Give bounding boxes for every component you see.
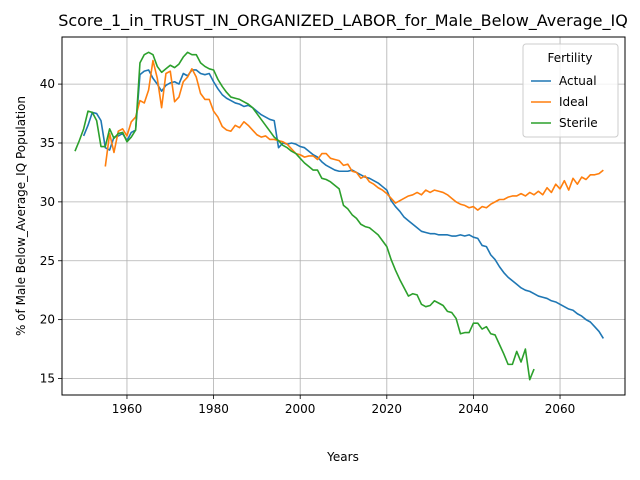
y-tick-label: 25 bbox=[40, 254, 55, 268]
series-line-actual bbox=[82, 69, 605, 339]
x-ticks: 1960 1980 2000 2020 2040 2060 bbox=[112, 395, 576, 416]
y-tick-label: 40 bbox=[40, 77, 55, 91]
y-axis-label: % of Male Below_Average_IQ Population bbox=[14, 96, 28, 336]
y-tick-label: 35 bbox=[40, 136, 55, 150]
legend-box bbox=[522, 43, 619, 138]
series-layer bbox=[74, 51, 605, 381]
legend-label-actual: Actual bbox=[559, 74, 597, 88]
y-ticks: 15 20 25 30 35 40 bbox=[40, 77, 62, 386]
x-tick-label: 2020 bbox=[372, 402, 403, 416]
legend-label-ideal: Ideal bbox=[559, 95, 588, 109]
y-tick-label: 30 bbox=[40, 195, 55, 209]
x-tick-label: 1960 bbox=[112, 402, 143, 416]
chart-title: Score_1_in_TRUST_IN_ORGANIZED_LABOR_for_… bbox=[58, 11, 628, 31]
y-tick-label: 15 bbox=[40, 372, 55, 386]
x-axis-label: Years bbox=[326, 450, 359, 464]
legend: Fertility Actual Ideal Sterile bbox=[522, 43, 619, 138]
x-tick-label: 2060 bbox=[545, 402, 576, 416]
legend-title: Fertility bbox=[547, 51, 592, 65]
plot-frame bbox=[61, 36, 626, 396]
x-tick-label: 2000 bbox=[285, 402, 316, 416]
x-tick-label: 2040 bbox=[458, 402, 489, 416]
series-line-sterile bbox=[74, 51, 535, 381]
series-line-ideal bbox=[104, 59, 604, 211]
y-tick-label: 20 bbox=[40, 313, 55, 327]
x-tick-label: 1980 bbox=[198, 402, 229, 416]
legend-label-sterile: Sterile bbox=[559, 116, 598, 130]
